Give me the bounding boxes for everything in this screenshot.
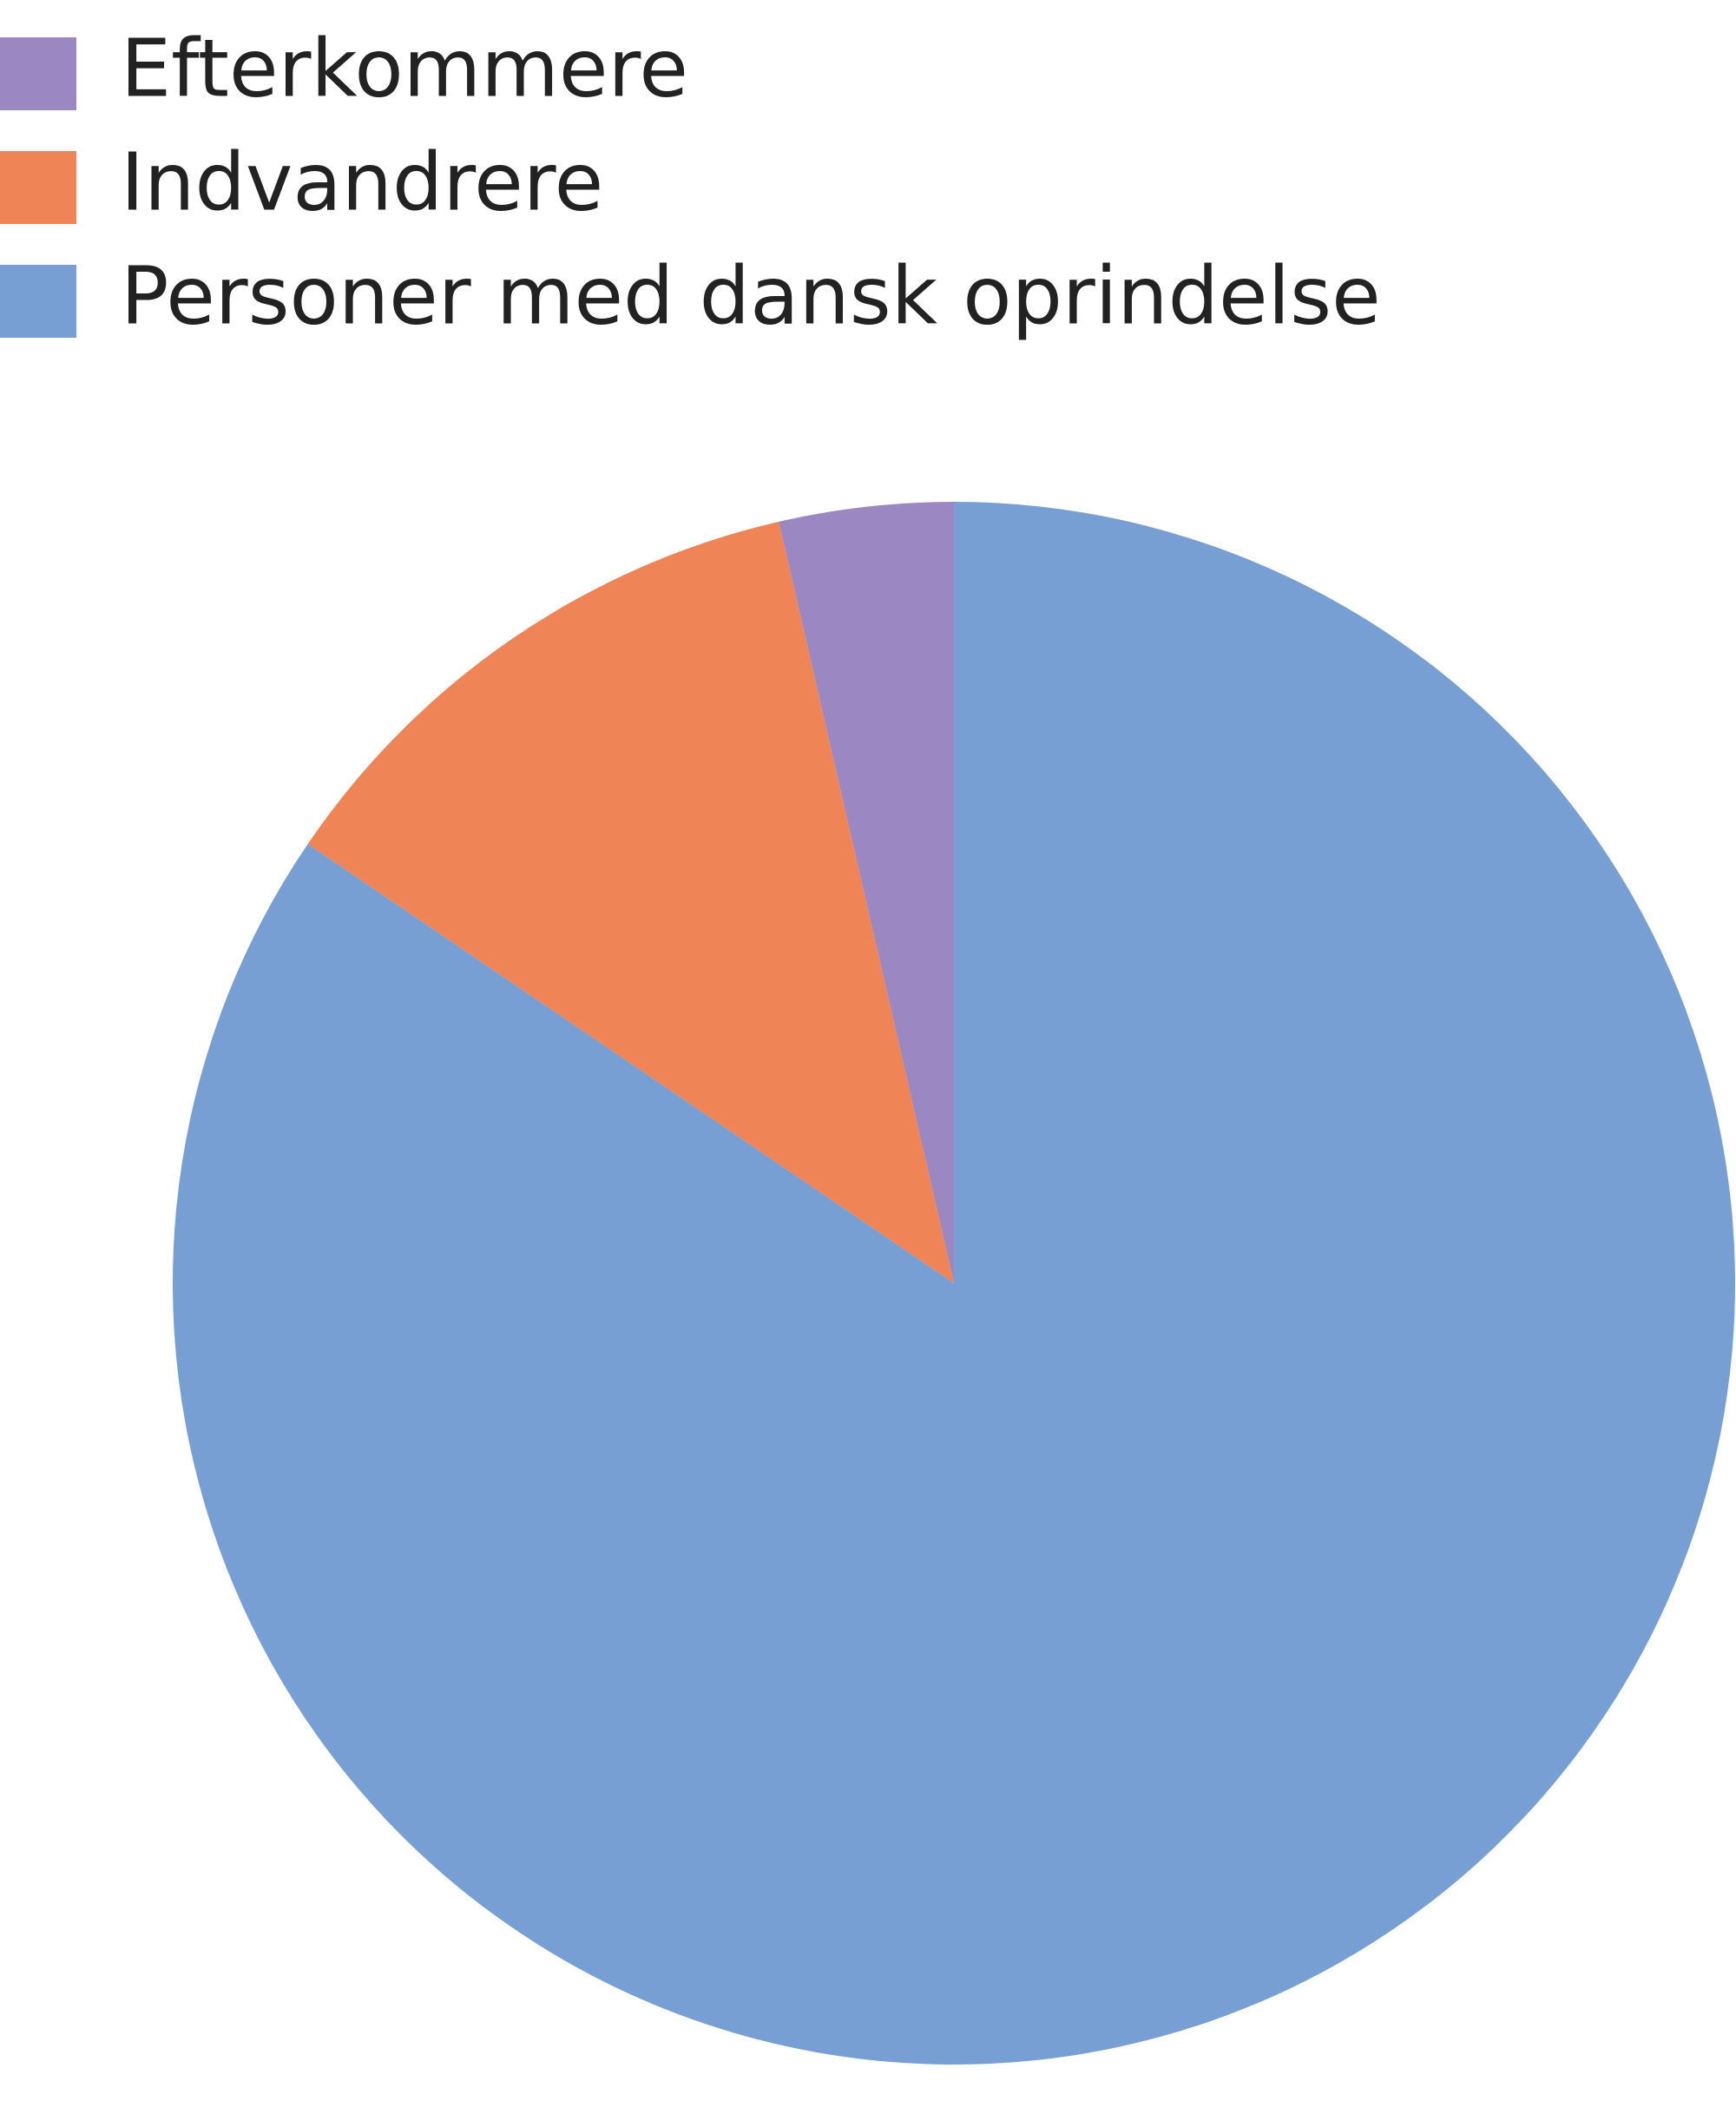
- legend-swatch: [0, 37, 76, 110]
- legend-label: Efterkommere: [121, 22, 688, 115]
- legend-label: Indvandrere: [121, 135, 603, 228]
- pie-slice: [779, 502, 954, 1283]
- legend-swatch: [0, 151, 76, 224]
- legend-label: Personer med dansk oprindelse: [121, 249, 1381, 342]
- pie-slice: [307, 521, 955, 1283]
- pie-slice: [173, 502, 1735, 2065]
- legend-swatch: [0, 265, 76, 338]
